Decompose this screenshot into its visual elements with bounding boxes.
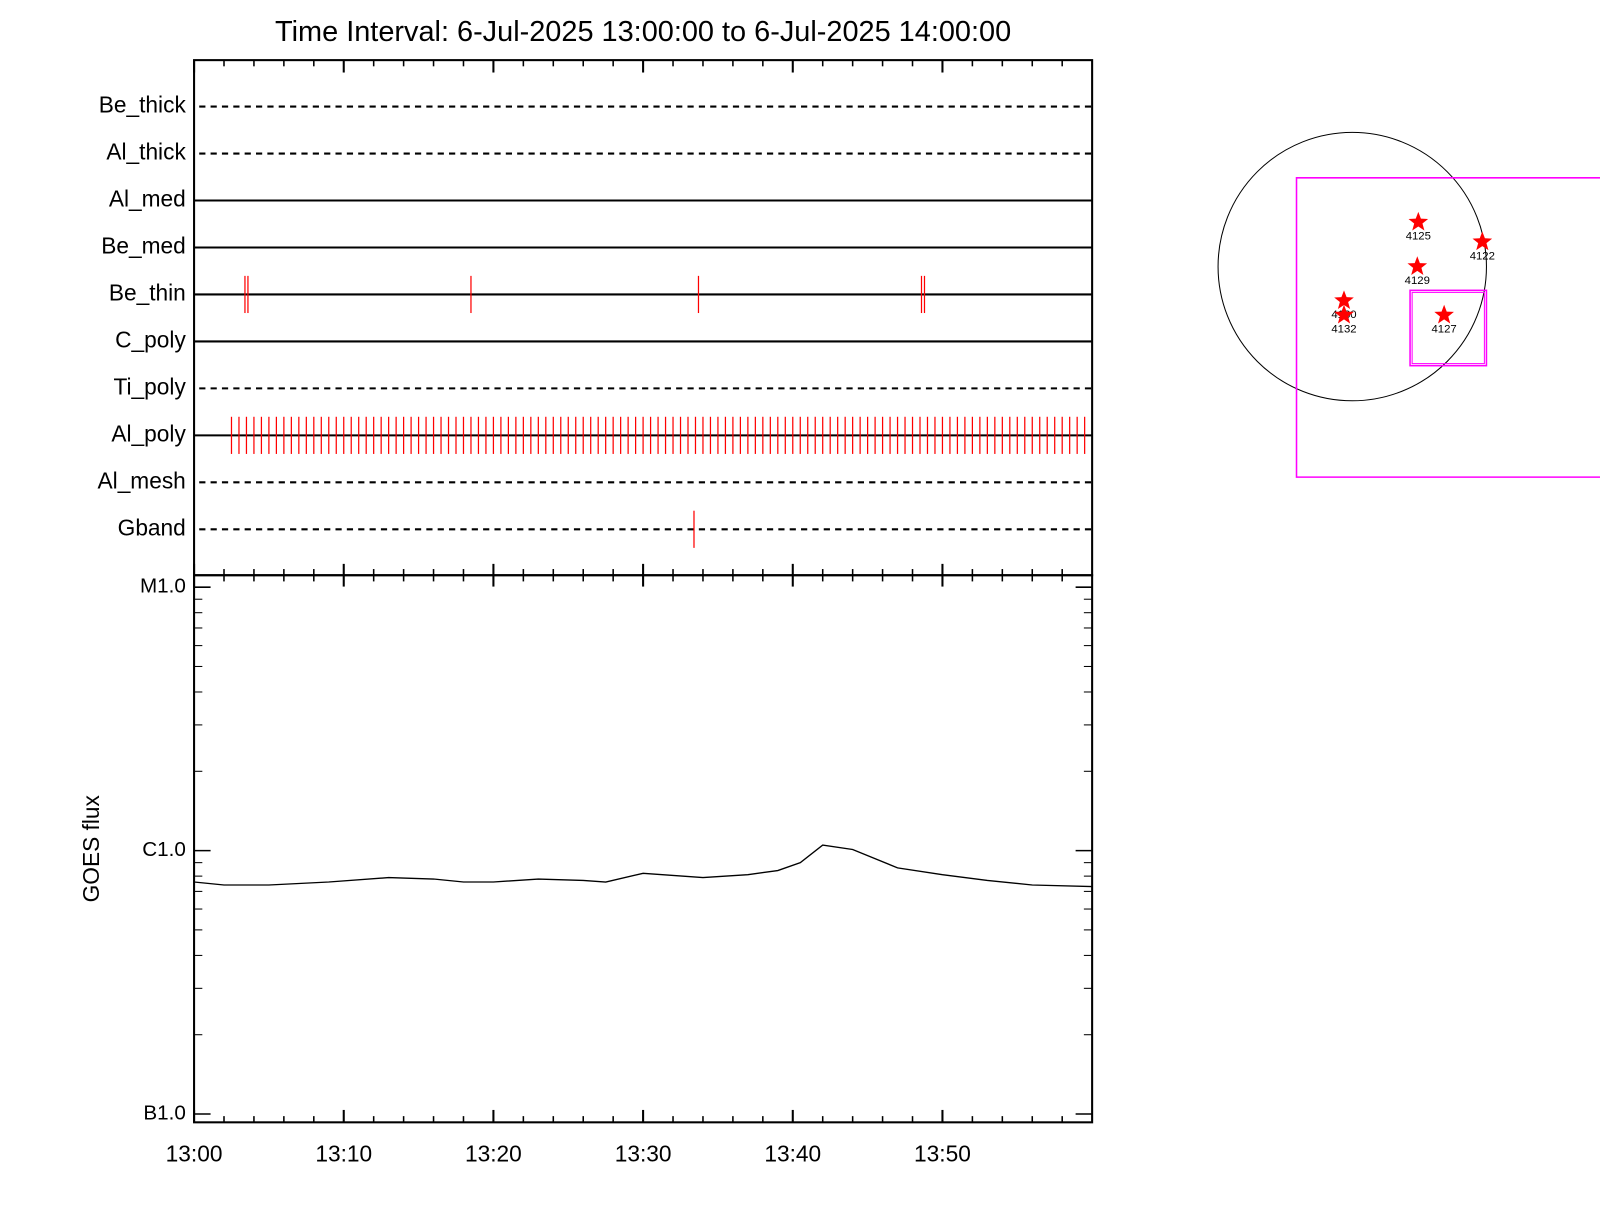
region-label: 4125 xyxy=(1406,231,1431,243)
region-marker xyxy=(1334,290,1354,310)
x-tick-label: 13:50 xyxy=(914,1140,971,1166)
fov-box-small xyxy=(1411,291,1485,365)
region-label: 4129 xyxy=(1405,275,1430,287)
fov-box xyxy=(1295,177,1600,478)
solar-limb xyxy=(1217,131,1487,402)
row-label: Be_thick xyxy=(99,92,187,118)
x-tick-label: 13:30 xyxy=(615,1140,672,1166)
row-label: Al_thick xyxy=(106,139,186,165)
x-tick-label: 13:40 xyxy=(764,1140,821,1166)
region-marker xyxy=(1472,231,1493,251)
x-tick-label: 13:00 xyxy=(166,1140,223,1166)
timeline-frame xyxy=(193,59,1094,577)
region-marker xyxy=(1334,304,1354,324)
x-tick-label: 13:10 xyxy=(315,1140,372,1166)
goes-frame xyxy=(193,574,1094,1124)
region-label: 4127 xyxy=(1432,324,1457,336)
row-label: Al_poly xyxy=(111,420,186,446)
y-tick-label: C1.0 xyxy=(142,838,186,861)
row-label: Ti_poly xyxy=(114,373,187,399)
row-label: Gband xyxy=(118,514,186,540)
row-label: C_poly xyxy=(115,326,186,352)
region-label: 4122 xyxy=(1470,250,1495,262)
row-label: Al_mesh xyxy=(98,467,186,493)
region-marker xyxy=(1434,304,1454,324)
region-marker xyxy=(1407,256,1428,275)
chart-title: Time Interval: 6-Jul-2025 13:00:00 to 6-… xyxy=(275,16,1011,48)
y-tick-label: B1.0 xyxy=(143,1101,185,1124)
row-label: Be_thin xyxy=(109,279,186,305)
row-label: Al_med xyxy=(109,186,186,212)
y-tick-label: M1.0 xyxy=(140,575,186,598)
region-label: 4132 xyxy=(1331,324,1356,336)
goes-line xyxy=(193,844,1093,888)
fov-box-small xyxy=(1409,289,1488,367)
row-label: Be_med xyxy=(101,232,186,258)
x-tick-label: 13:20 xyxy=(465,1140,522,1166)
region-marker xyxy=(1408,211,1429,231)
y-axis-label: GOES flux xyxy=(78,795,104,903)
